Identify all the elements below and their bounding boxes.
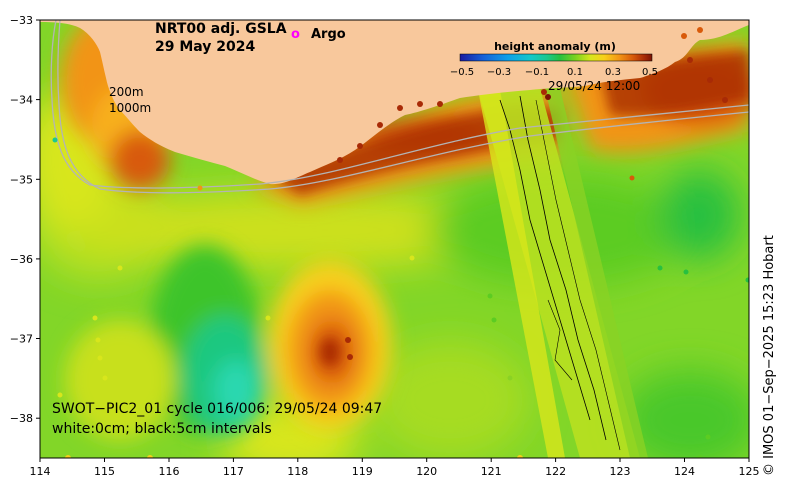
y-tick-label: −37 <box>10 333 33 346</box>
x-tick-label: 120 <box>416 465 437 478</box>
colorbar-tick: −0.5 <box>450 67 474 78</box>
anomaly-field <box>40 20 749 458</box>
y-tick-label: −34 <box>10 94 33 107</box>
y-tick-label: −36 <box>10 253 33 266</box>
x-tick-label: 119 <box>352 465 373 478</box>
colorbar-title: height anomaly (m) <box>494 40 616 53</box>
map-title: NRT00 adj. GSLA <box>155 21 287 37</box>
y-tick-label: −33 <box>10 14 33 27</box>
x-tick-label: 116 <box>159 465 180 478</box>
isobaths <box>50 20 749 194</box>
colorbar-tick: 0.1 <box>567 67 583 78</box>
argo-legend-label: Argo <box>311 27 346 42</box>
swot-swath <box>478 88 648 458</box>
isobath-200-label: 200m <box>109 85 144 99</box>
y-axis <box>36 19 40 419</box>
argo-legend-symbol: o <box>291 27 300 42</box>
isobath-1000-label: 1000m <box>109 101 151 115</box>
swot-caption-contours: white:0cm; black:5cm intervals <box>52 421 272 437</box>
x-tick-label: 123 <box>610 465 631 478</box>
y-tick-label: −38 <box>10 412 33 425</box>
x-tick-label: 124 <box>674 465 695 478</box>
x-tick-label: 117 <box>223 465 244 478</box>
x-tick-label: 114 <box>30 465 51 478</box>
x-tick-label: 118 <box>287 465 308 478</box>
colorbar-tick: 0.5 <box>642 67 658 78</box>
colorbar: height anomaly (m) −0.5 −0.3 −0.1 0.1 0.… <box>450 40 658 78</box>
colorbar-tick: −0.1 <box>525 67 549 78</box>
colorbar-tick: 0.3 <box>605 67 621 78</box>
x-tick-label: 125 <box>739 465 760 478</box>
x-axis <box>39 458 750 462</box>
x-tick-label: 122 <box>545 465 566 478</box>
colorbar-ramp <box>459 53 653 62</box>
x-tick-label: 121 <box>481 465 502 478</box>
swot-caption: SWOT−PIC2_01 cycle 016/006; 29/05/24 09:… <box>52 401 382 417</box>
x-tick-label: 115 <box>94 465 115 478</box>
y-tick-label: −35 <box>10 173 33 186</box>
argo-floats <box>52 27 749 458</box>
colorbar-tick: −0.3 <box>487 67 511 78</box>
swot-pass-time: 29/05/24 12:00 <box>548 79 640 93</box>
credit-stamp: © IMOS 01−Sep−2025 15:23 Hobart <box>762 235 777 476</box>
map-date: 29 May 2024 <box>155 39 256 55</box>
plot-frame <box>39 19 750 459</box>
